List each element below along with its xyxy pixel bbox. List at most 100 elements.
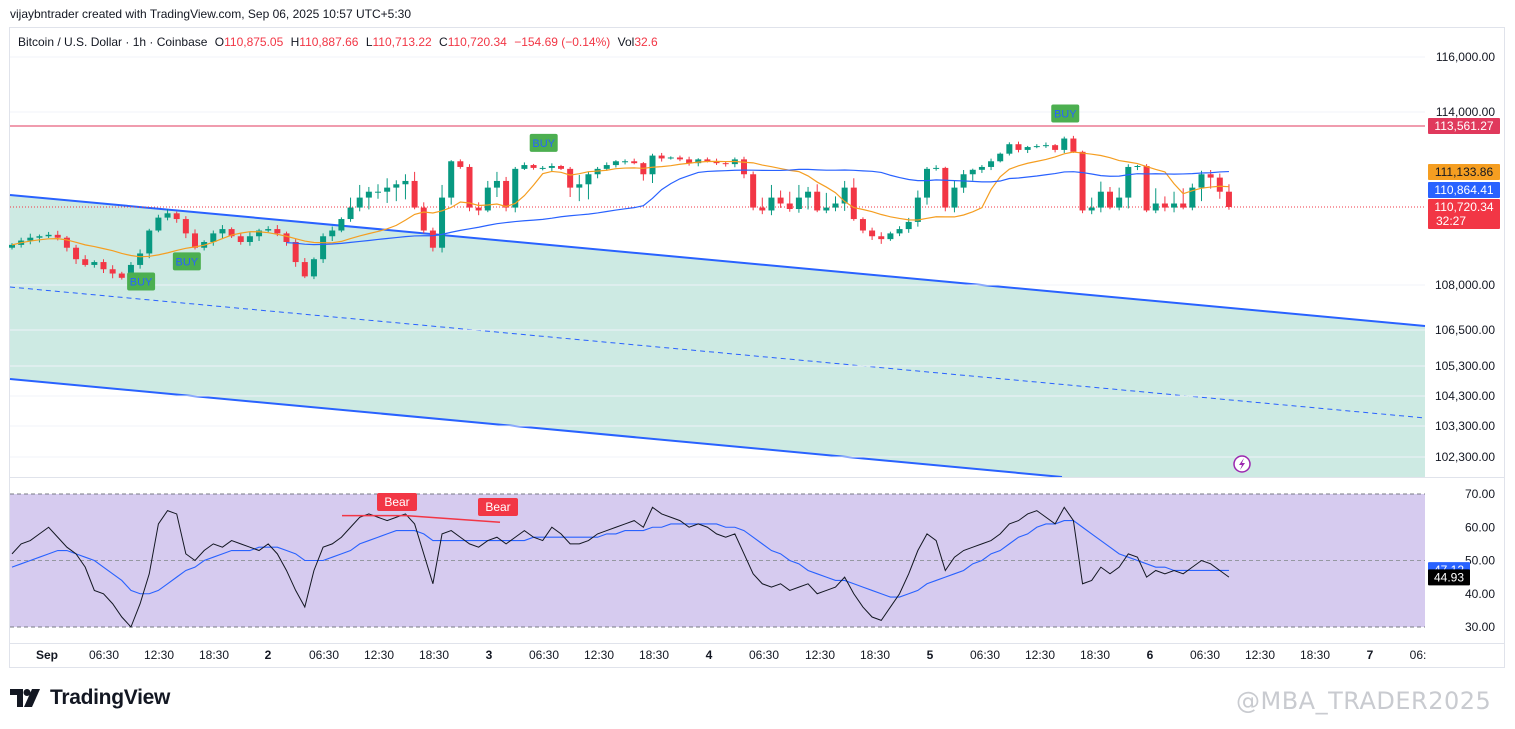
watermark: @MBA_TRADER2025	[1236, 687, 1492, 715]
candle-body	[36, 236, 43, 238]
candle-body	[905, 221, 912, 230]
buy-marker: BUY	[529, 133, 558, 152]
volume-value: 32.6	[634, 35, 658, 49]
time-axis-tick-label: 18:30	[419, 648, 449, 662]
price-tag-box	[1428, 118, 1500, 134]
rsi-axis-tick-label: 30.00	[1465, 620, 1495, 634]
candle-body	[1143, 166, 1150, 211]
candle-body	[301, 262, 308, 277]
candle-body	[869, 230, 876, 237]
candle-body	[1088, 207, 1095, 211]
buy-marker-label: BUY	[1054, 109, 1077, 121]
candle-body	[1152, 203, 1159, 211]
candle-body	[54, 234, 61, 238]
candle-body	[109, 269, 116, 274]
symbol-title[interactable]: Bitcoin / U.S. Dollar · 1h · Coinbase	[18, 35, 208, 49]
price-axis-tick-label: 103,300.00	[1435, 419, 1495, 433]
low-value: 110,713.22	[372, 35, 432, 49]
buy-marker: BUY	[1051, 104, 1080, 123]
rsi-line	[11, 506, 1230, 628]
time-axis-tick-label: 06:30	[529, 648, 559, 662]
candle-body	[704, 159, 711, 162]
candle-body	[512, 168, 519, 208]
price-axis-tick-label: 106,500.00	[1435, 323, 1495, 337]
candle-body	[420, 207, 427, 231]
candle-body	[1207, 174, 1214, 178]
channel-upper-line	[9, 194, 1426, 327]
candle-body	[539, 167, 546, 169]
chart-frame[interactable]	[9, 27, 1505, 668]
candle-body	[521, 165, 528, 169]
candle-body	[292, 241, 299, 263]
channel-mid-line	[9, 286, 1426, 419]
price-tag-box	[1428, 199, 1500, 229]
time-axis-tick-label: 6	[1147, 648, 1154, 662]
candle-body	[164, 213, 171, 218]
time-axis-tick-label: 3	[486, 648, 493, 662]
price-axis-tick-label: 102,300.00	[1435, 450, 1495, 464]
price-axis-tick-label: 108,000.00	[1435, 278, 1495, 292]
rsi-axis-tick-label: 60.00	[1465, 520, 1495, 534]
high-value: 110,887.66	[299, 35, 359, 49]
candle-body	[567, 168, 574, 188]
candle-body	[457, 161, 464, 167]
time-axis-tick-label: 5	[927, 648, 934, 662]
price-tag-ma-short: 111,133.86	[1428, 164, 1500, 180]
candle-body	[237, 236, 244, 242]
candle-body	[265, 229, 272, 231]
channel-lower-line	[9, 378, 1063, 478]
candle-body	[219, 229, 226, 234]
candle-body	[1079, 151, 1086, 211]
rsi-pane: BearBear70.0060.0050.0040.0030.0047.1244…	[10, 487, 1495, 634]
candle-body	[493, 180, 500, 188]
bear-label-text: Bear	[485, 500, 510, 514]
candle-body	[310, 259, 317, 277]
alert-lightning-icon	[1233, 455, 1251, 473]
candle-body	[695, 159, 702, 164]
candle-body	[969, 169, 976, 175]
candle-body	[173, 213, 180, 220]
candle-body	[192, 233, 198, 248]
candle-body	[942, 167, 949, 208]
time-axis-tick-label: 06:	[1410, 648, 1427, 662]
low-label: L	[365, 35, 373, 49]
time-axis-tick-label: 4	[706, 648, 713, 662]
candle-body	[548, 166, 555, 168]
candle-body	[439, 197, 446, 248]
buy-marker-box	[1051, 104, 1080, 123]
ma-short-line	[11, 151, 1229, 258]
time-axis-tick-label: 18:30	[199, 648, 229, 662]
channel-fill	[10, 195, 1425, 477]
tradingview-logo[interactable]: TradingView	[10, 686, 170, 710]
bear-label: Bear	[478, 498, 518, 516]
candle-body	[914, 197, 921, 222]
candle-body	[365, 191, 372, 198]
price-tag-box	[1428, 164, 1500, 180]
candle-body	[667, 157, 674, 159]
candle-body	[814, 191, 821, 211]
price-tag-box	[1428, 182, 1500, 198]
candle-body	[576, 184, 583, 188]
candle-body	[1107, 191, 1113, 208]
rsi-axis-tick-label: 70.00	[1465, 487, 1495, 501]
ma-long-line	[286, 168, 1229, 246]
candle-body	[1116, 197, 1123, 208]
candle-body	[924, 168, 930, 198]
candle-body	[63, 237, 70, 248]
tradingview-logo-icon	[10, 689, 40, 707]
time-axis-tick-label: 12:30	[144, 648, 174, 662]
change-value: −154.69 (−0.14%)	[514, 35, 611, 49]
candle-body	[146, 230, 153, 254]
time-axis-tick-label: 2	[265, 648, 272, 662]
chart-credit: vijaybntrader created with TradingView.c…	[10, 7, 412, 21]
candle-body	[1070, 138, 1077, 152]
buy-marker: BUY	[127, 272, 156, 291]
candle-body	[91, 262, 98, 265]
candle-body	[118, 273, 125, 278]
candle-body	[1015, 144, 1022, 150]
rsi-axis-tick-label: 50.00	[1465, 554, 1495, 568]
candle-body	[384, 187, 391, 192]
candle-body	[530, 165, 537, 168]
high-label: H	[290, 35, 300, 49]
